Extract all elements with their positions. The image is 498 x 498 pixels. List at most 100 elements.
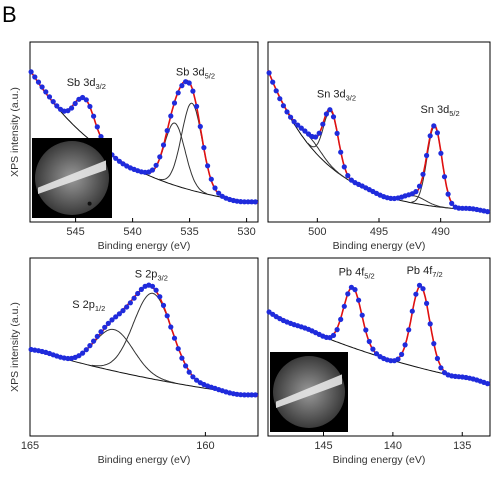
data-point (208, 176, 214, 182)
data-point (241, 392, 247, 398)
data-point (32, 74, 38, 80)
data-point (416, 282, 423, 288)
xps-panel: 545 540 535 530 Binding energy (eV) XPS inten… (9, 41, 259, 252)
data-point (186, 369, 192, 375)
data-point (69, 105, 75, 111)
data-point (399, 351, 405, 357)
data-point (124, 304, 130, 310)
sem-inset-image (32, 138, 112, 218)
x-axis-label: Binding energy (eV) (333, 454, 426, 466)
x-tick-label: 535 (180, 226, 198, 238)
data-point (197, 123, 203, 130)
data-point (179, 83, 185, 89)
data-point (50, 99, 56, 105)
plot-frame (29, 41, 259, 223)
data-point (153, 287, 159, 293)
peak-label: Sn 3d3/2 (317, 88, 356, 102)
data-point (431, 341, 437, 347)
data-point (270, 79, 276, 85)
data-point (87, 103, 93, 110)
sem-inset-image (270, 352, 348, 432)
data-point (420, 171, 426, 177)
data-point (334, 327, 340, 333)
data-point (83, 347, 89, 353)
data-point (277, 96, 283, 102)
data-point (153, 162, 159, 168)
data-point (363, 327, 369, 333)
data-point (43, 89, 49, 95)
data-point (249, 392, 255, 398)
x-tick-label: 165 (21, 440, 39, 452)
data-point (388, 358, 394, 364)
data-point (76, 353, 82, 359)
data-point (216, 190, 222, 196)
data-point (252, 199, 258, 205)
data-point (330, 332, 337, 338)
data-point (409, 308, 415, 314)
data-point (427, 133, 433, 139)
data-point (424, 300, 430, 306)
data-point (441, 174, 448, 180)
data-point (113, 314, 119, 320)
data-point (168, 113, 174, 119)
data-point (323, 111, 329, 117)
data-point (160, 142, 167, 148)
xps-panel: 500 495 490 Binding energy (eV) Sn 3d3/2 Sn 3… (266, 41, 491, 252)
data-point (338, 316, 344, 322)
x-tick-label: 545 (66, 226, 84, 238)
component-peak (391, 285, 450, 375)
x-axis-label: Binding energy (eV) (98, 240, 191, 252)
data-point (252, 392, 258, 398)
data-point (434, 130, 440, 136)
data-point (298, 125, 304, 131)
component-peak (411, 126, 458, 209)
data-point (190, 88, 196, 94)
data-point (416, 183, 423, 189)
data-point (164, 313, 170, 319)
peak-label: Pb 4f7/2 (407, 265, 443, 279)
data-point (94, 124, 100, 130)
data-point (98, 134, 104, 140)
y-axis-label: XPS intensity (a.u.) (9, 87, 21, 177)
xps-panel: 165 160 Binding energy (eV) XPS intensity (… (9, 257, 259, 466)
data-point (402, 342, 408, 348)
data-point (395, 356, 401, 362)
plot-frame (29, 257, 259, 437)
data-point (356, 297, 362, 303)
data-point (366, 338, 372, 345)
background-line (267, 70, 491, 212)
data-point (484, 381, 491, 387)
data-point (179, 355, 185, 361)
data-point (245, 392, 251, 398)
data-point (35, 79, 42, 85)
data-point (280, 103, 286, 109)
data-point (327, 107, 333, 113)
data-point (249, 199, 255, 205)
x-tick-label: 530 (237, 226, 255, 238)
panel-letter: B (2, 2, 17, 27)
data-point (338, 149, 344, 155)
data-point (445, 191, 451, 197)
data-point (420, 286, 426, 292)
fit-envelope (267, 69, 490, 212)
data-point (160, 302, 167, 308)
data-point (201, 145, 207, 151)
data-point (109, 317, 115, 323)
data-point (171, 100, 178, 106)
data-point (273, 88, 279, 94)
data-point (127, 300, 133, 306)
data-point (291, 119, 297, 125)
x-tick-label: 495 (370, 226, 388, 238)
data-point (39, 84, 45, 90)
xps-panel: 145 140 135 Binding energy (eV) Pb 4f5/2 Pb 4… (266, 257, 491, 466)
data-point (171, 335, 178, 341)
data-point (157, 294, 163, 300)
data-point (484, 209, 491, 215)
data-point (449, 200, 455, 206)
x-tick-label: 490 (431, 226, 449, 238)
data-point (149, 283, 156, 289)
data-point (113, 155, 119, 161)
data-point (413, 291, 419, 297)
data-point (359, 312, 365, 318)
data-point (120, 308, 126, 314)
